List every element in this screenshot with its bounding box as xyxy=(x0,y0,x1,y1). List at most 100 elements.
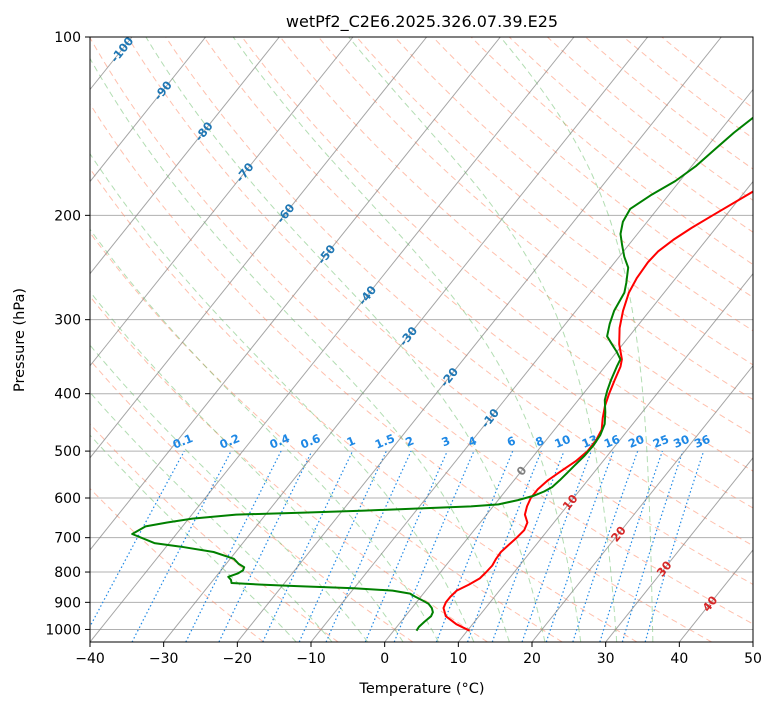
isotherms xyxy=(0,37,753,642)
y-tick-label: 900 xyxy=(54,595,81,611)
mixing-ratio-label: 8 xyxy=(533,433,546,449)
isotherm-line xyxy=(90,37,354,367)
mixing-ratio-label: 0.1 xyxy=(171,431,195,452)
dry-adiabat-line xyxy=(90,231,563,642)
moist-adiabat-line xyxy=(145,37,546,642)
y-tick-label: 800 xyxy=(54,565,81,581)
mixing-ratio-label: 0.4 xyxy=(268,431,292,452)
x-tick-label: −30 xyxy=(149,651,179,667)
isotherm-line xyxy=(678,549,753,642)
isotherm-line xyxy=(90,37,501,551)
isotherm-label: 30 xyxy=(654,558,675,579)
isotherm-label: 10 xyxy=(560,492,581,513)
mixing-ratio-label: 1.5 xyxy=(373,431,397,452)
isotherm-line xyxy=(0,37,58,642)
moist-adiabat-line xyxy=(90,290,404,642)
dry-adiabat-line xyxy=(203,37,753,509)
isotherm-label: -70 xyxy=(233,160,257,185)
isotherm-label: -40 xyxy=(355,283,379,308)
mixing-ratio-line xyxy=(185,450,282,642)
isotherm-label: 0 xyxy=(514,463,530,478)
mixing-ratio-line xyxy=(262,450,354,642)
isotherm-label: -50 xyxy=(314,242,338,267)
moist-adiabats xyxy=(90,37,654,642)
mixing-ratio-label: 6 xyxy=(505,433,518,449)
moist-adiabat-line xyxy=(500,37,654,642)
x-tick-label: 0 xyxy=(380,651,389,667)
isotherm-line xyxy=(90,37,575,642)
mixing-ratio-line xyxy=(90,450,185,628)
isotherm-line xyxy=(310,88,753,642)
y-tick-label: 500 xyxy=(54,444,81,460)
mixing-ratio-label: 30 xyxy=(671,432,691,451)
mixing-ratio-line xyxy=(435,450,514,642)
dry-adiabat-line xyxy=(90,103,712,642)
isotherm-label: -60 xyxy=(274,201,298,226)
dry-adiabat-line xyxy=(432,37,753,298)
x-tick-label: −40 xyxy=(75,651,105,667)
dry-adiabat-line xyxy=(470,37,753,266)
mixing-ratio-line xyxy=(545,450,614,642)
x-axis-label: Temperature (°C) xyxy=(358,681,484,697)
mixing-ratio-label: 0.2 xyxy=(218,431,242,452)
mixing-ratio-line xyxy=(644,450,705,642)
mixing-ratio-label: 2 xyxy=(403,433,416,449)
mixing-ratio-line xyxy=(572,450,639,642)
isotherm-line xyxy=(90,37,207,183)
plot-frame xyxy=(89,36,754,643)
dry-adiabat-line xyxy=(318,37,753,401)
mixing-ratio-line xyxy=(599,450,663,642)
x-tick-label: −20 xyxy=(223,651,253,667)
y-tick-label: 200 xyxy=(54,208,81,224)
dewpoint-profile-line xyxy=(131,116,753,632)
isotherm-line xyxy=(457,272,753,642)
mixing-ratio-line xyxy=(621,450,684,642)
mixing-ratio-line xyxy=(466,450,542,642)
isotherm-line xyxy=(531,364,753,642)
y-tick-label: 400 xyxy=(54,387,81,403)
dry-adiabat-line xyxy=(90,423,339,642)
moist-adiabat-line xyxy=(232,37,582,642)
y-axis-label: Pressure (hPa) xyxy=(12,288,28,392)
isotherm-label: -80 xyxy=(192,119,216,144)
x-tick-label: 40 xyxy=(670,651,688,667)
x-tick-label: 10 xyxy=(449,651,467,667)
x-axis-ticks: −40 −30 −20 −10 0 10 20 30 40 50 xyxy=(75,642,762,667)
isotherm-line xyxy=(384,180,753,642)
mixing-ratio-label: 36 xyxy=(692,432,712,451)
isotherm-label: -100 xyxy=(107,34,136,65)
plot-area: -100-90-80-70-60-50-40-30-20-10010203040… xyxy=(0,34,753,642)
y-axis-ticks: 100 200 300 400 500 600 700 800 900 1000 xyxy=(45,30,90,638)
mixing-ratio-label: 3 xyxy=(439,433,452,449)
isotherm-label: -10 xyxy=(478,406,502,431)
y-tick-label: 600 xyxy=(54,491,81,507)
y-tick-label: 700 xyxy=(54,531,81,547)
mixing-ratio-label: 16 xyxy=(602,432,622,451)
dry-adiabat-line xyxy=(585,37,753,170)
mixing-ratio-label: 1 xyxy=(345,433,358,449)
moist-adiabat-line xyxy=(90,434,297,642)
moist-adiabat-line xyxy=(90,57,510,642)
dry-adiabat-line xyxy=(241,37,753,472)
isotherm-line xyxy=(90,37,280,275)
mixing-ratio-line xyxy=(325,450,412,642)
isotherm-line xyxy=(752,641,753,642)
x-tick-label: 30 xyxy=(597,651,615,667)
x-tick-label: 20 xyxy=(523,651,541,667)
mixing-ratio-label: 20 xyxy=(626,432,646,451)
mixing-ratio-line xyxy=(218,450,313,642)
moist-adiabat-line xyxy=(90,391,333,642)
chart-title: wetPf2_C2E6.2025.326.07.39.E25 xyxy=(286,12,558,32)
isotherm-label: -20 xyxy=(437,365,461,390)
moist-adiabat-line xyxy=(90,228,439,642)
moist-adiabat-line xyxy=(90,344,369,642)
mixing-ratio-line xyxy=(491,450,565,642)
dry-adiabats xyxy=(90,37,753,642)
dry-adiabat-line xyxy=(90,295,488,642)
mixing-ratio-labels: 0.1 0.2 0.4 0.6 1 1.5 2 3 4 6 8 10 13 16 20 25 30 36 xyxy=(171,431,712,452)
isotherm-label: -90 xyxy=(151,78,175,103)
dry-adiabat-line xyxy=(394,37,753,332)
mixing-ratio-line xyxy=(521,450,592,642)
isotherm-line xyxy=(236,37,722,642)
